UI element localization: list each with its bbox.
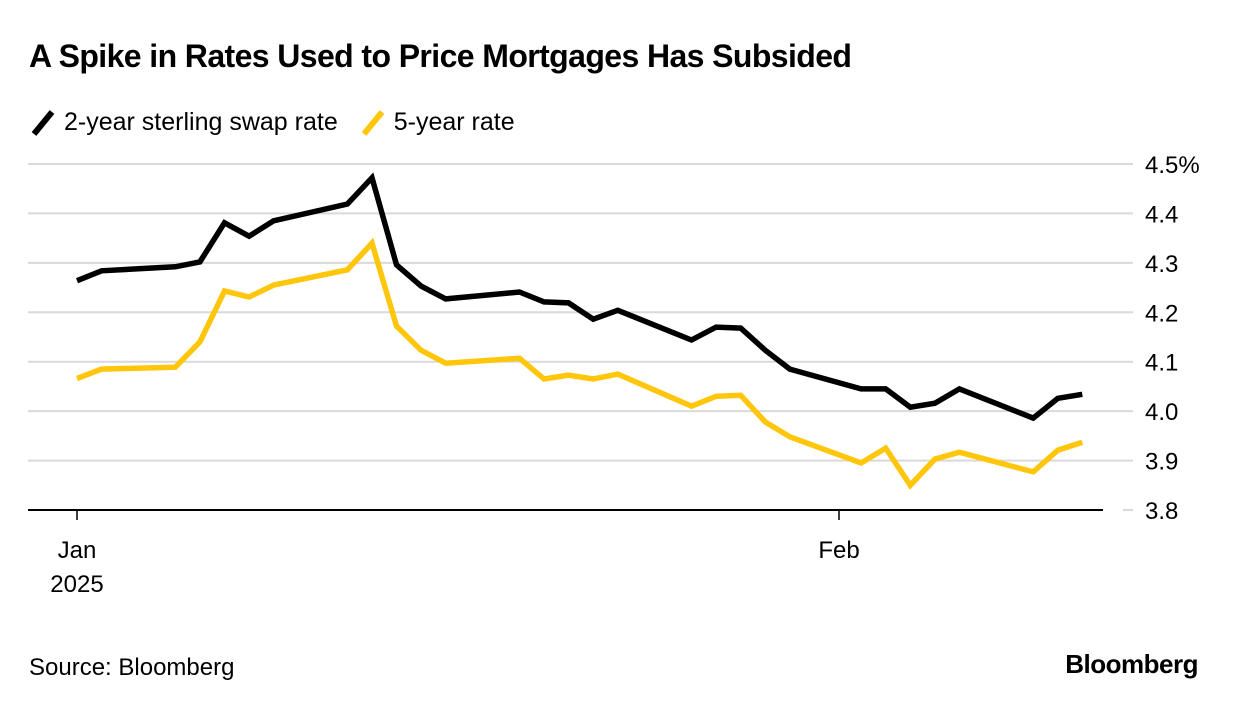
y-tick-label: 4.5%	[1145, 152, 1200, 179]
series-line-2-year-swap	[75, 172, 1083, 422]
legend-label-5-year: 5-year rate	[393, 107, 515, 136]
bloomberg-logo: Bloomberg	[1065, 649, 1198, 679]
y-tick-label: 4.0	[1145, 399, 1178, 426]
legend-item-2-year: 2-year sterling swap rate	[30, 106, 338, 138]
legend-item-5-year: 5-year rate	[360, 106, 515, 138]
x-axis: Jan 2025 Feb	[28, 509, 1103, 598]
y-tick-label: 3.8	[1145, 498, 1178, 525]
y-tick-label: 4.4	[1145, 201, 1178, 228]
gridlines	[28, 163, 1133, 511]
legend-swatch-2-year-icon	[31, 110, 55, 136]
y-tick-label: 3.9	[1145, 449, 1178, 476]
x-tick-sublabel: 2025	[50, 571, 103, 598]
legend-line-2-year	[31, 110, 55, 136]
x-tick-label: Jan	[58, 537, 97, 564]
source-note: Source: Bloomberg	[29, 654, 235, 681]
y-tick-label: 4.1	[1145, 350, 1178, 377]
legend-swatch-5-year-icon	[361, 110, 385, 136]
y-axis-labels: 3.8 3.9 4.0 4.1 4.2 4.3 4.4 4.5%	[1145, 152, 1200, 525]
legend-label-2-year: 2-year sterling swap rate	[64, 107, 338, 136]
legend-line-5-year	[361, 110, 385, 136]
chart-title: A Spike in Rates Used to Price Mortgages…	[29, 38, 852, 74]
y-tick-label: 4.2	[1145, 300, 1178, 327]
x-tick-label: Feb	[818, 537, 859, 564]
series-lines	[75, 172, 1084, 490]
legend: 2-year sterling swap rate 5-year rate	[30, 106, 537, 138]
y-tick-label: 4.3	[1145, 251, 1178, 278]
series-line-5-year	[76, 237, 1084, 490]
